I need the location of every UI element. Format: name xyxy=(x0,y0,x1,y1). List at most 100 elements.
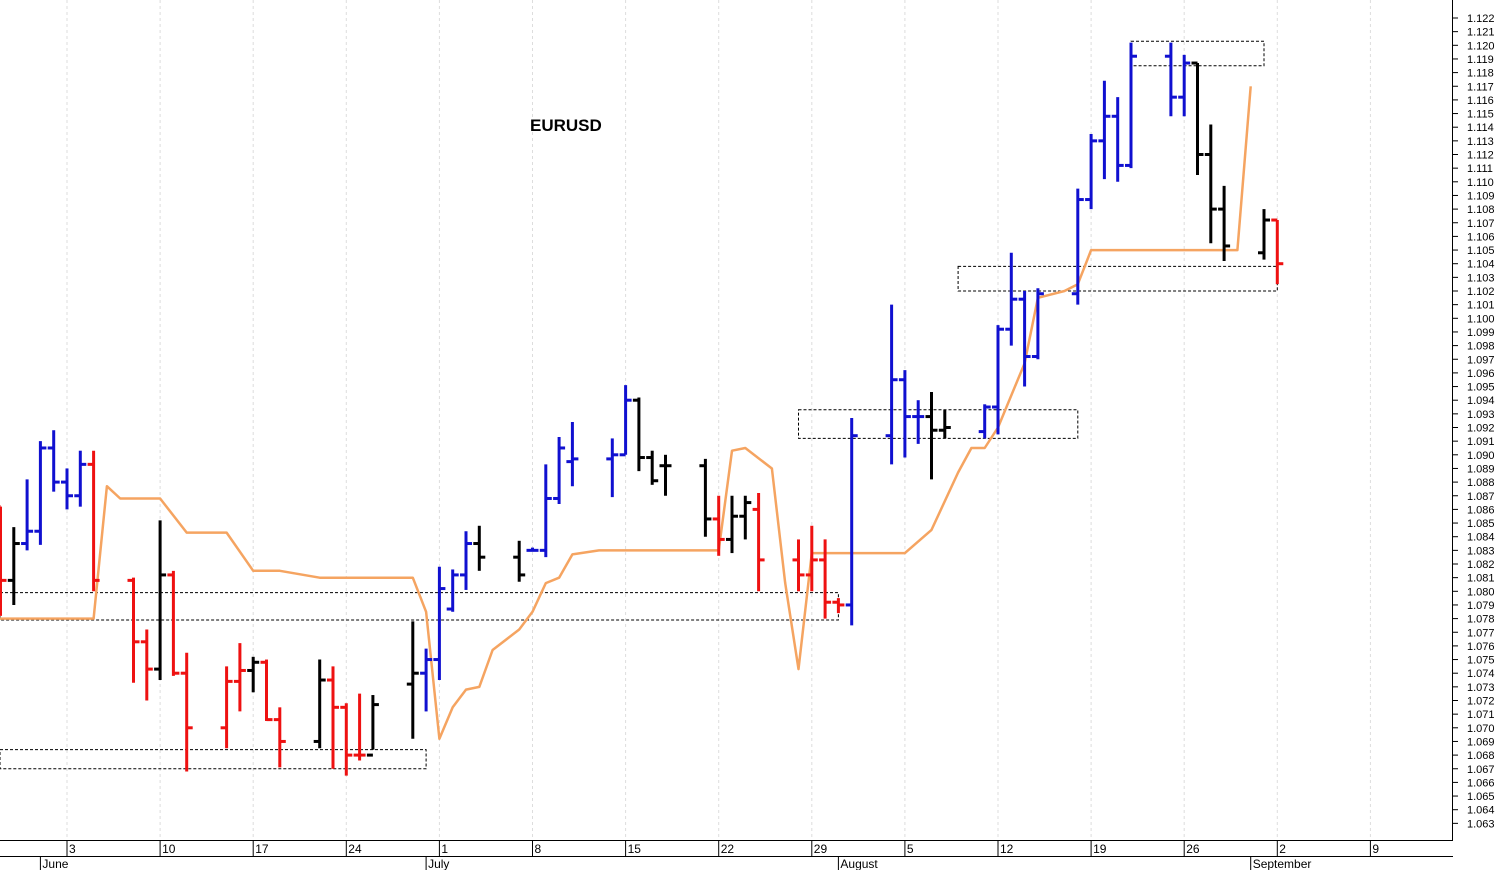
y-tick-label: 1.099 xyxy=(1467,327,1495,339)
y-tick-label: 1.091 xyxy=(1467,436,1495,448)
y-tick-label: 1.071 xyxy=(1467,709,1495,721)
ohlc-bar xyxy=(34,441,47,545)
y-tick-label: 1.116 xyxy=(1467,95,1494,107)
y-tick-label: 1.093 xyxy=(1467,409,1495,421)
ohlc-bar xyxy=(353,693,366,761)
y-tick-label: 1.109 xyxy=(1467,190,1495,202)
month-label: August xyxy=(840,857,878,870)
ohlc-bar xyxy=(752,493,765,592)
ohlc-bar xyxy=(87,450,100,592)
x-tick-label: 29 xyxy=(814,842,828,856)
ohlc-bar xyxy=(21,479,34,551)
ohlc-bar xyxy=(912,400,925,444)
x-tick-label: 26 xyxy=(1186,842,1200,856)
y-tick-label: 1.084 xyxy=(1467,532,1495,544)
ohlc-bar xyxy=(898,370,911,458)
ohlc-bar xyxy=(885,304,898,465)
ohlc-bar xyxy=(273,707,286,768)
ohlc-bar xyxy=(978,404,991,439)
ohlc-bar xyxy=(340,703,353,776)
y-tick-label: 1.079 xyxy=(1467,600,1495,612)
ohlc-bar xyxy=(1204,124,1217,244)
x-tick-label: 19 xyxy=(1093,842,1107,856)
y-tick-label: 1.088 xyxy=(1467,477,1495,489)
y-tick-label: 1.117 xyxy=(1467,81,1494,93)
ohlc-bar xyxy=(819,539,832,619)
ohlc-bar xyxy=(1111,97,1124,182)
ohlc-bar xyxy=(74,450,87,507)
y-tick-label: 1.096 xyxy=(1467,368,1495,380)
chart-title: EURUSD xyxy=(530,116,602,135)
y-tick-label: 1.097 xyxy=(1467,354,1495,366)
trend-line xyxy=(0,86,1252,740)
y-tick-label: 1.063 xyxy=(1467,818,1495,830)
ohlc-bar xyxy=(1164,42,1177,117)
y-tick-label: 1.067 xyxy=(1467,764,1495,776)
y-tick-label: 1.106 xyxy=(1467,231,1495,243)
y-tick-label: 1.089 xyxy=(1467,463,1495,475)
y-tick-label: 1.121 xyxy=(1467,27,1495,39)
ohlc-bar xyxy=(1031,288,1044,360)
y-tick-label: 1.111 xyxy=(1467,163,1493,175)
ohlc-bar xyxy=(406,621,419,739)
y-tick-label: 1.073 xyxy=(1467,682,1495,694)
y-tick-label: 1.082 xyxy=(1467,559,1495,571)
ohlc-bar xyxy=(1018,291,1031,387)
ohlc-bar xyxy=(433,566,446,681)
y-tick-label: 1.104 xyxy=(1467,259,1495,271)
zone-box xyxy=(0,749,427,770)
ohlc-bar xyxy=(925,392,938,480)
ohlc-bar xyxy=(1271,218,1284,285)
ohlc-bar xyxy=(366,695,379,757)
ohlc-bar xyxy=(7,527,20,605)
ohlc-bar xyxy=(446,569,459,612)
y-tick-label: 1.066 xyxy=(1467,777,1495,789)
y-tick-label: 1.102 xyxy=(1467,286,1495,298)
y-tick-label: 1.100 xyxy=(1467,313,1495,325)
y-tick-label: 1.122 xyxy=(1467,13,1495,25)
ohlc-bar xyxy=(1125,42,1137,169)
ohlc-bar xyxy=(526,547,539,552)
ohlc-bar xyxy=(154,520,167,681)
ohlc-bar xyxy=(1191,61,1204,175)
y-tick-label: 1.075 xyxy=(1467,655,1495,667)
ohlc-bar xyxy=(726,495,738,554)
ohlc-bar xyxy=(992,325,1004,435)
y-tick-label: 1.064 xyxy=(1467,805,1495,817)
y-tick-label: 1.120 xyxy=(1467,40,1495,52)
x-tick-label: 10 xyxy=(162,842,176,856)
ohlc-bar xyxy=(712,495,725,556)
ohlc-bar xyxy=(1005,252,1018,346)
x-tick-label: 17 xyxy=(255,842,269,856)
y-tick-label: 1.115 xyxy=(1467,109,1494,121)
ohlc-bar xyxy=(792,539,805,592)
ohlc-bar xyxy=(327,666,339,769)
ohlc-bar xyxy=(805,525,818,592)
x-tick-label: 2 xyxy=(1279,842,1286,856)
ohlc-bar xyxy=(619,385,632,457)
y-tick-label: 1.095 xyxy=(1467,382,1495,394)
y-tick-label: 1.110 xyxy=(1467,177,1494,189)
y-tick-label: 1.078 xyxy=(1467,614,1495,626)
ohlc-bar xyxy=(832,598,845,614)
x-tick-label: 3 xyxy=(69,842,76,856)
ohlc-bar xyxy=(420,648,433,712)
y-tick-label: 1.077 xyxy=(1467,627,1495,639)
y-tick-label: 1.086 xyxy=(1467,504,1495,516)
ohlc-bar xyxy=(1098,80,1111,180)
ohlc-bar xyxy=(140,629,153,701)
x-tick-label: 22 xyxy=(721,842,735,856)
y-tick-label: 1.072 xyxy=(1467,696,1495,708)
y-tick-label: 1.107 xyxy=(1467,218,1495,230)
x-tick-label: 15 xyxy=(628,842,642,856)
ohlc-bar xyxy=(1071,188,1084,305)
y-tick-label: 1.090 xyxy=(1467,450,1495,462)
ohlc-bar xyxy=(260,659,273,722)
ohlc-bar xyxy=(1178,54,1191,117)
ohlc-bar xyxy=(233,643,246,712)
month-label: September xyxy=(1253,857,1312,870)
y-tick-label: 1.113 xyxy=(1467,136,1494,148)
y-tick-label: 1.065 xyxy=(1467,791,1495,803)
